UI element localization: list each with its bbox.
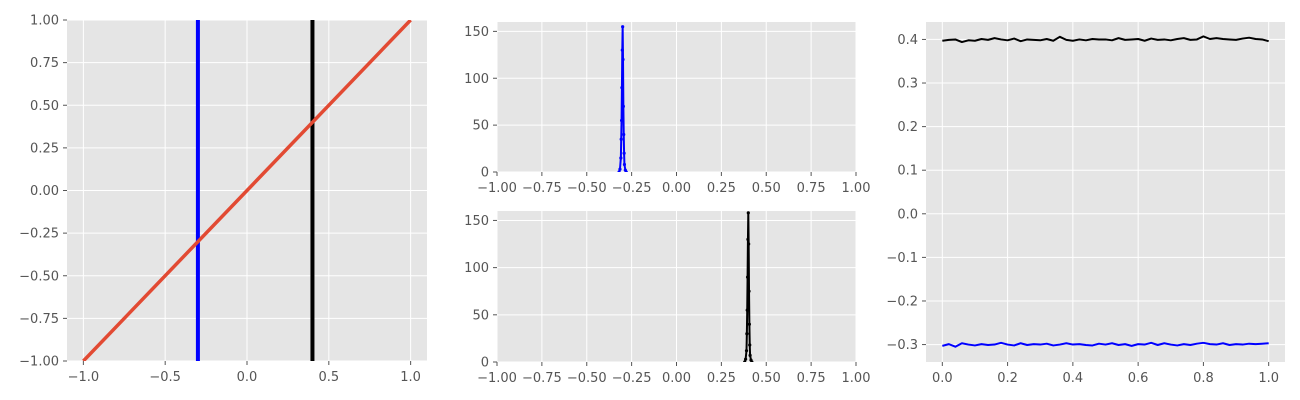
- y-tick-label: 1.00: [30, 14, 59, 29]
- x-tick-label: −0.25: [612, 181, 652, 196]
- y-tick-label: −0.2: [886, 294, 918, 309]
- x-tick-label: 0.50: [752, 181, 781, 196]
- y-tick-label: −0.1: [886, 251, 918, 266]
- x-tick-label: 0.50: [752, 371, 781, 386]
- data-point: [750, 360, 754, 362]
- x-tick-label: 0.00: [662, 181, 691, 196]
- series-line: [942, 341, 1269, 348]
- data-point: [747, 242, 751, 246]
- x-tick-label: −0.75: [522, 371, 562, 386]
- y-tick-label: 0.3: [897, 77, 918, 92]
- data-point: [624, 170, 628, 172]
- y-tick-label: 0.50: [30, 99, 59, 114]
- x-tick-label: −0.25: [612, 371, 652, 386]
- x-tick-label: 0.8: [1193, 371, 1214, 386]
- data-point: [744, 357, 748, 361]
- plot-area: [926, 22, 1285, 362]
- x-tick-label: 0.25: [707, 181, 736, 196]
- data-point: [621, 104, 625, 108]
- y-tick-label: 0.25: [30, 141, 59, 156]
- axes-left-line-plot: −1.0 −0.5 0.0 0.5 1.0 −1.00 −0.75 −0.50 −0.25 0.0…: [19, 14, 427, 385]
- y-tick-label: 0: [481, 356, 489, 371]
- data-point: [622, 151, 626, 155]
- x-tick-label: 1.00: [842, 371, 871, 386]
- x-tick-label: 1.00: [842, 181, 871, 196]
- x-tick-label: −0.50: [567, 371, 607, 386]
- axes-top-middle-blue-histogram: −1.00 −0.75 −0.50 −0.25 0.00 0.25 0.50 0.75 1.00…: [464, 22, 870, 196]
- axes-bottom-middle-black-histogram: −1.00 −0.75 −0.50 −0.25 0.00 0.25 0.50 0.75 1.00…: [464, 211, 870, 386]
- y-tick-label: 0.4: [897, 33, 918, 48]
- y-tick-label: 100: [464, 72, 489, 87]
- x-tick-label: 0.2: [997, 371, 1018, 386]
- data-point: [748, 343, 752, 347]
- y-tick-label: 0.1: [897, 164, 918, 179]
- data-point: [621, 57, 625, 62]
- data-point: [620, 48, 624, 52]
- data-point: [619, 137, 623, 141]
- data-point: [746, 211, 750, 215]
- y-tick-label: −0.25: [19, 227, 59, 242]
- data-point: [744, 349, 749, 353]
- data-point: [746, 237, 750, 241]
- y-tick-label: −0.50: [19, 269, 59, 284]
- y-tick-label: 150: [464, 25, 489, 40]
- x-tick-label: −0.5: [149, 370, 181, 385]
- y-tick-label: 0.0: [897, 207, 918, 222]
- x-tick-label: 0.4: [1063, 371, 1084, 386]
- data-point: [622, 162, 627, 167]
- x-tick-label: 1.0: [400, 370, 421, 385]
- y-tick-label: 150: [464, 214, 489, 229]
- x-tick-label: −1.00: [477, 371, 517, 386]
- x-tick-label: 0.5: [318, 370, 339, 385]
- axes-right-time-series: 0.0 0.2 0.4 0.6 0.8 1.0 −0.3 −0.2 −0.1 0.0 0.1 0.2 0…: [886, 22, 1285, 386]
- data-point: [745, 275, 750, 279]
- x-tick-label: 0.75: [797, 371, 826, 386]
- x-tick-label: 0.00: [662, 371, 691, 386]
- data-point: [747, 322, 751, 326]
- x-tick-label: 0.6: [1128, 371, 1149, 386]
- data-point: [619, 156, 623, 160]
- series-group: [82, 20, 412, 361]
- data-point: [621, 25, 625, 29]
- x-tick-label: −0.50: [567, 181, 607, 196]
- y-tick-label: −1.00: [19, 355, 59, 370]
- data-point: [745, 332, 749, 336]
- x-tick-label: 1.0: [1258, 371, 1279, 386]
- series-group: [743, 211, 754, 362]
- y-tick-label: 50: [472, 119, 489, 134]
- series-line: [942, 35, 1269, 44]
- data-point: [747, 289, 751, 293]
- data-point: [622, 132, 626, 137]
- data-point: [617, 170, 621, 172]
- data-point: [743, 360, 747, 362]
- y-tick-label: 0.2: [897, 120, 918, 135]
- x-tick-label: 0.75: [797, 181, 826, 196]
- y-tick-label: 0: [481, 166, 489, 181]
- x-tick-label: 0.25: [707, 371, 736, 386]
- x-tick-label: −0.75: [522, 181, 562, 196]
- y-tick-label: −0.3: [886, 338, 918, 353]
- y-tick-label: 0.75: [30, 56, 59, 71]
- x-tick-label: 0.0: [932, 371, 953, 386]
- series-group: [942, 35, 1269, 348]
- y-tick-label: 0.00: [30, 184, 59, 199]
- x-tick-label: −1.00: [477, 181, 517, 196]
- data-point: [620, 86, 624, 90]
- y-tick-label: −0.75: [19, 312, 59, 327]
- data-point: [748, 353, 752, 357]
- data-point: [745, 308, 749, 312]
- y-tick-label: 100: [464, 261, 489, 276]
- x-tick-label: 0.0: [237, 370, 258, 385]
- identity-line: [82, 20, 412, 361]
- y-tick-label: 50: [472, 308, 489, 323]
- data-point: [618, 167, 622, 171]
- series-group: [617, 25, 628, 172]
- data-point: [619, 118, 624, 123]
- x-tick-label: −1.0: [68, 370, 100, 385]
